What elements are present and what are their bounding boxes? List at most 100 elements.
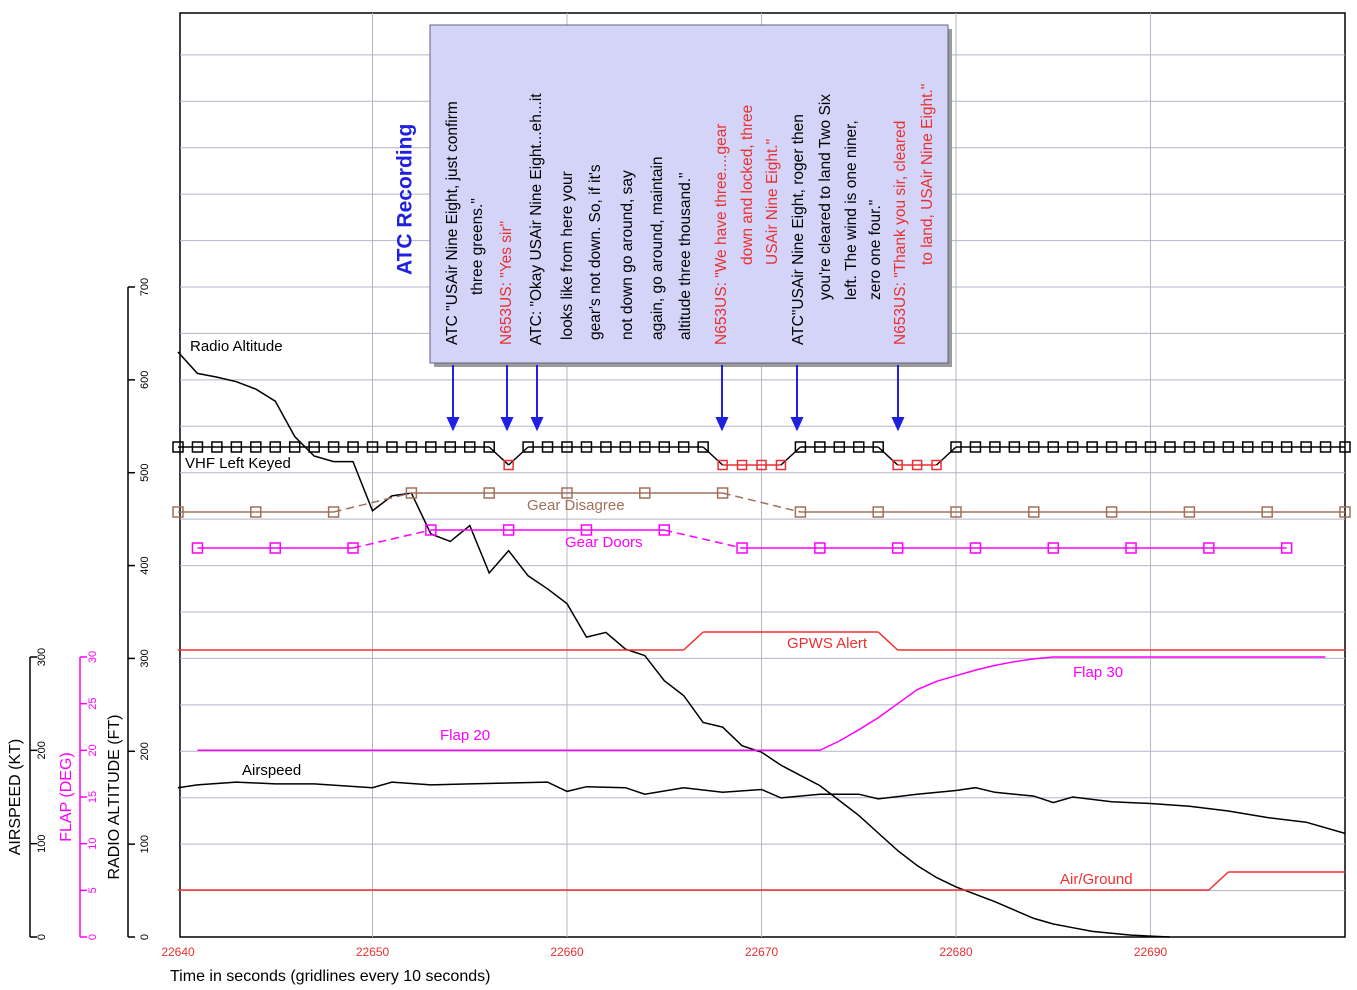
series-label: Gear Doors	[565, 534, 643, 551]
arrow-head	[715, 417, 729, 432]
series-label: Gear Disagree	[527, 497, 625, 514]
atc-box: ATC Recording ATC "USAir Nine Eight, jus…	[394, 24, 952, 367]
x-tick-label: 22650	[356, 945, 390, 959]
marker	[269, 542, 281, 554]
marker	[561, 441, 573, 453]
marker	[250, 441, 262, 453]
marker	[1203, 542, 1215, 554]
marker	[327, 506, 340, 518]
box-title: ATC Recording	[394, 124, 417, 275]
marker	[541, 441, 554, 453]
marker	[444, 441, 457, 453]
series-label: VHF Left Keyed	[185, 455, 291, 472]
marker	[288, 441, 301, 453]
y-tick-label: 200	[36, 741, 48, 759]
marker	[989, 441, 1001, 453]
marker	[483, 441, 495, 453]
marker	[950, 506, 962, 518]
y-tick-label: 10	[87, 838, 99, 850]
marker	[775, 459, 787, 471]
arrow-head	[446, 417, 460, 432]
x-tick-label: 22640	[161, 945, 195, 959]
marker	[1047, 441, 1059, 453]
marker	[716, 487, 729, 499]
marker	[1261, 506, 1273, 518]
marker	[191, 542, 204, 554]
marker	[502, 524, 515, 536]
marker	[172, 441, 184, 453]
transmission-line: USAir Nine Eight."	[764, 139, 781, 265]
marker	[250, 506, 262, 518]
marker	[872, 441, 884, 453]
transmission-line: to land, USAir Nine Eight."	[919, 84, 936, 265]
marker	[1300, 441, 1312, 453]
marker	[1203, 441, 1215, 453]
series-segment	[722, 492, 801, 513]
marker	[483, 487, 495, 499]
marker	[1144, 441, 1157, 453]
marker	[794, 506, 807, 518]
transmission-line: not down go around, say	[619, 170, 636, 340]
marker	[211, 441, 223, 453]
marker	[386, 441, 398, 453]
marker	[853, 441, 865, 453]
y-tick-label: 700	[139, 278, 151, 296]
marker	[1339, 441, 1351, 453]
transmission-line: ATC "USAir Nine Eight, just confirm	[444, 101, 461, 345]
marker	[1125, 441, 1137, 453]
series-line	[177, 351, 1170, 938]
marker	[308, 441, 320, 453]
marker	[1242, 441, 1254, 453]
series-segment	[877, 446, 899, 466]
marker	[1105, 441, 1118, 453]
transmission-line: N653US: "Yes sir"	[498, 221, 515, 345]
transmission-line: looks like from here your	[559, 171, 576, 340]
marker	[794, 441, 807, 453]
series-segment	[683, 631, 704, 651]
marker	[658, 441, 670, 453]
marker	[464, 441, 476, 453]
marker	[1047, 542, 1059, 554]
marker	[892, 459, 903, 471]
marker	[717, 459, 728, 471]
y-tick-label: 30	[87, 651, 99, 663]
y-tick-label: 500	[139, 464, 151, 482]
marker	[931, 459, 942, 471]
marker	[600, 441, 612, 453]
marker	[1183, 441, 1196, 453]
marker	[269, 441, 281, 453]
y-tick-label: 0	[36, 934, 48, 940]
transmission-line: three greens."	[469, 198, 486, 295]
annotation: Flap 30	[1073, 664, 1123, 681]
y-tick-label: 0	[139, 934, 151, 940]
transmission-line: again, go around, maintain	[649, 156, 666, 340]
marker	[969, 441, 982, 453]
marker	[658, 524, 670, 536]
marker	[347, 441, 359, 453]
y-tick-label: 100	[36, 834, 48, 852]
marker	[347, 542, 359, 554]
marker	[639, 487, 651, 499]
marker	[1339, 506, 1351, 518]
marker	[1164, 441, 1176, 453]
marker	[1066, 441, 1079, 453]
transmission-line: N653US: "We have three....gear	[713, 124, 730, 345]
y-tick-label: 0	[87, 934, 99, 940]
marker	[950, 441, 962, 453]
marker	[969, 542, 982, 554]
y-tick-label: 25	[87, 698, 99, 710]
transmission-line: down and locked, three	[739, 105, 756, 265]
marker	[522, 441, 534, 453]
marker	[580, 524, 593, 536]
x-tick-label: 22670	[745, 945, 779, 959]
series-segment	[877, 631, 899, 651]
x-axis-label: Time in seconds (gridlines every 10 seco…	[170, 968, 490, 985]
marker	[1028, 506, 1040, 518]
y-tick-label: 5	[87, 887, 99, 893]
marker	[697, 441, 709, 453]
marker	[677, 441, 690, 453]
marker	[1280, 441, 1293, 453]
marker	[1261, 441, 1273, 453]
series-label: GPWS Alert	[787, 635, 868, 652]
transmission-line: you're cleared to land Two Six	[817, 94, 834, 300]
